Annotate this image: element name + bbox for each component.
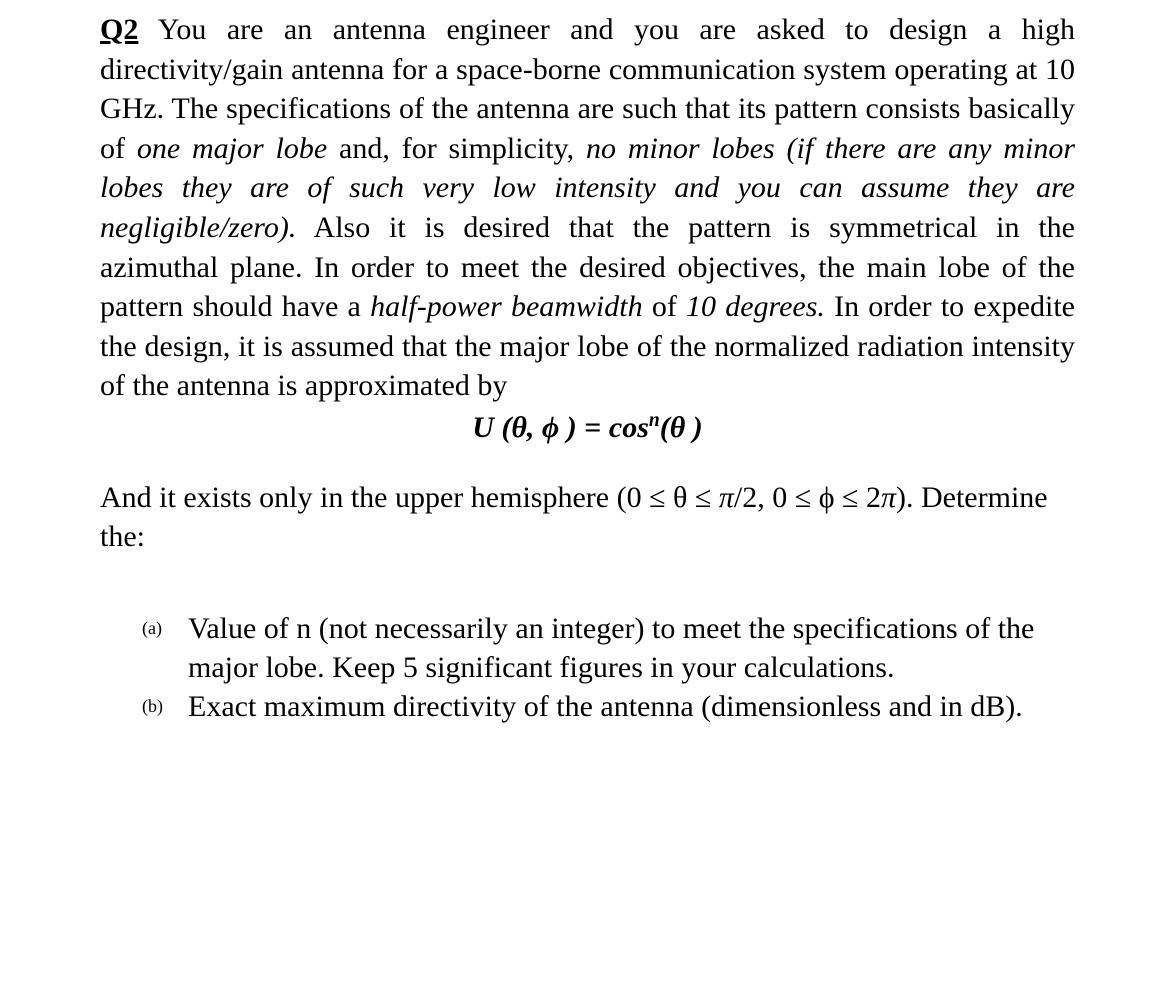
question-label: Q2 xyxy=(100,13,138,46)
part-a: (a) Value of n (not necessarily an integ… xyxy=(142,609,1075,687)
part-b: (b) Exact maximum directivity of the ant… xyxy=(142,687,1075,726)
follow-text-2: /2, 0 ≤ ϕ ≤ 2 xyxy=(734,481,881,514)
question-italic-1: one major lobe xyxy=(137,132,327,165)
question-italic-4: 10 degrees. xyxy=(686,290,825,323)
question-italic-3: half-power beamwidth xyxy=(370,290,643,323)
formula-sup: n xyxy=(649,410,660,431)
parts-list: (a) Value of n (not necessarily an integ… xyxy=(100,609,1075,726)
question-block: Q2 You are an antenna engineer and you a… xyxy=(100,10,1075,726)
follow-pi2: π xyxy=(719,481,734,514)
formula: U (θ, ϕ ) = cosn(θ ) xyxy=(100,408,1075,448)
question-text-4: of xyxy=(643,290,686,323)
question-main-paragraph: Q2 You are an antenna engineer and you a… xyxy=(100,10,1075,406)
question-follow-paragraph: And it exists only in the upper hemisphe… xyxy=(100,478,1075,557)
follow-text-1: And it exists only in the upper hemisphe… xyxy=(100,481,719,514)
formula-rhs: cos xyxy=(609,411,649,444)
part-a-label: (a) xyxy=(142,617,162,640)
question-text-2: and, for simplicity, xyxy=(327,132,586,165)
formula-eq: = xyxy=(584,411,609,444)
formula-arg: (θ ) xyxy=(660,411,703,444)
formula-lhs: U (θ, ϕ ) xyxy=(472,411,584,444)
part-b-label: (b) xyxy=(142,695,163,718)
follow-pi: π xyxy=(881,481,896,514)
part-b-text: Exact maximum directivity of the antenna… xyxy=(188,690,1023,723)
part-a-text: Value of n (not necessarily an integer) … xyxy=(188,612,1034,684)
